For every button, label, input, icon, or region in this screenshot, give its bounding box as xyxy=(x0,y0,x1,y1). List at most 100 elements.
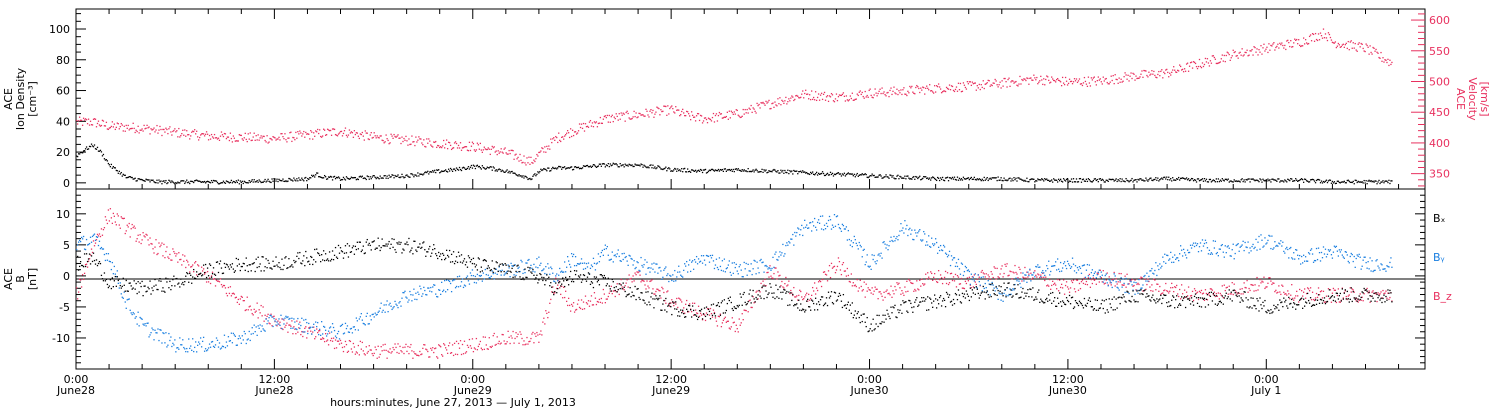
series-by-point xyxy=(169,339,171,342)
series-by-point xyxy=(342,333,345,335)
series-by-point xyxy=(151,327,153,329)
series-by-point xyxy=(461,278,464,280)
series-ion-density-point xyxy=(145,178,147,180)
series-by-point xyxy=(404,290,406,292)
series-ion-density-point xyxy=(1359,181,1361,183)
series-by-point xyxy=(693,259,696,261)
series-ion-density-point xyxy=(1252,178,1254,180)
series-velocity-point xyxy=(762,101,764,104)
series-ion-density-point xyxy=(164,181,166,184)
series-ion-density-point xyxy=(581,167,584,169)
series-velocity-point xyxy=(884,93,886,96)
series-bz-point xyxy=(335,347,338,349)
series-velocity-point xyxy=(628,117,630,119)
series-velocity-point xyxy=(1350,40,1352,42)
series-bz-point xyxy=(1060,283,1063,286)
series-ion-density-point xyxy=(1053,178,1055,180)
series-by-point xyxy=(508,267,510,269)
series-ion-density-point xyxy=(1274,179,1276,181)
series-velocity-point xyxy=(1115,78,1117,81)
series-ion-density-point xyxy=(173,182,175,184)
series-velocity-point xyxy=(817,93,820,95)
series-ion-density-point xyxy=(500,170,502,173)
series-ion-density-point xyxy=(399,176,401,179)
series-ion-density-point xyxy=(880,175,882,177)
series-bz-point xyxy=(602,288,605,291)
series-bz-point xyxy=(638,271,640,273)
series-by-point xyxy=(530,264,532,267)
series-bz-point xyxy=(809,299,811,301)
series-velocity-point xyxy=(654,113,656,115)
series-ion-density-point xyxy=(929,177,931,179)
series-by-point xyxy=(233,334,236,336)
series-velocity-point xyxy=(777,98,779,100)
series-ion-density-point xyxy=(1309,179,1312,181)
series-bz-point xyxy=(724,316,727,318)
series-velocity-point xyxy=(1129,75,1131,77)
series-ion-density-point xyxy=(669,168,671,170)
series-bz-point xyxy=(381,350,383,352)
series-ion-density-point xyxy=(290,179,292,181)
series-by-point xyxy=(164,342,166,344)
series-bz-point xyxy=(374,346,376,348)
series-bz-point xyxy=(1052,280,1054,283)
series-bz-point xyxy=(954,273,957,276)
series-ion-density-point xyxy=(618,166,620,168)
series-bz-point xyxy=(631,281,633,283)
series-bz-point xyxy=(1299,288,1301,291)
series-bz-point xyxy=(1286,294,1288,296)
series-bz-point xyxy=(572,302,575,304)
series-by-point xyxy=(641,264,643,267)
series-velocity-point xyxy=(211,136,214,138)
series-bz-point xyxy=(700,314,703,316)
series-velocity-point xyxy=(1110,75,1112,77)
series-velocity-point xyxy=(1368,53,1370,55)
series-bz-point xyxy=(81,274,84,276)
series-bz-point xyxy=(936,281,939,284)
series-velocity-point xyxy=(1326,39,1329,42)
series-ion-density-point xyxy=(1184,178,1187,180)
series-ion-density-point xyxy=(1028,181,1030,183)
series-velocity-point xyxy=(363,139,365,141)
series-ion-density-point xyxy=(717,168,720,171)
series-velocity-point xyxy=(1340,45,1342,48)
series-bz-point xyxy=(1197,298,1200,301)
series-by-point xyxy=(770,269,772,271)
series-bz-point xyxy=(222,284,225,287)
series-bz-point xyxy=(297,331,299,333)
series-by-point xyxy=(417,291,419,293)
series-bz-point xyxy=(210,275,213,277)
series-bz-point xyxy=(157,252,159,255)
series-by-point xyxy=(268,316,270,319)
series-ion-density-point xyxy=(490,166,492,168)
series-ion-density-point xyxy=(1284,179,1286,181)
series-ion-density-point xyxy=(712,169,715,171)
series-velocity-point xyxy=(1095,84,1097,86)
series-bz-point xyxy=(716,325,719,327)
series-bz-point xyxy=(831,267,834,269)
series-bz-point xyxy=(1367,292,1369,294)
series-bz-point xyxy=(195,261,197,263)
series-bz-point xyxy=(1021,280,1023,282)
series-ion-density-point xyxy=(530,178,532,181)
series-bz-point xyxy=(1239,288,1241,290)
series-bz-point xyxy=(681,301,683,303)
series-velocity-point xyxy=(546,145,548,148)
series-by-point xyxy=(597,253,600,255)
series-by-point xyxy=(811,221,814,223)
series-ion-density-point xyxy=(365,178,367,181)
series-ion-density-point xyxy=(122,173,124,176)
series-ion-density-point xyxy=(898,178,900,180)
series-velocity-point xyxy=(1352,42,1354,44)
series-ion-density-point xyxy=(404,176,406,178)
series-ion-density-point xyxy=(96,146,99,149)
series-ion-density-point xyxy=(1133,179,1135,182)
series-bz-point xyxy=(197,264,199,266)
series-velocity-point xyxy=(560,140,562,143)
series-ion-density-point xyxy=(981,178,983,180)
series-velocity-point xyxy=(1044,84,1046,86)
series-bz-point xyxy=(769,265,771,267)
series-ion-density-point xyxy=(1005,179,1007,181)
series-ion-density-point xyxy=(1103,181,1105,183)
series-velocity-point xyxy=(366,132,368,134)
